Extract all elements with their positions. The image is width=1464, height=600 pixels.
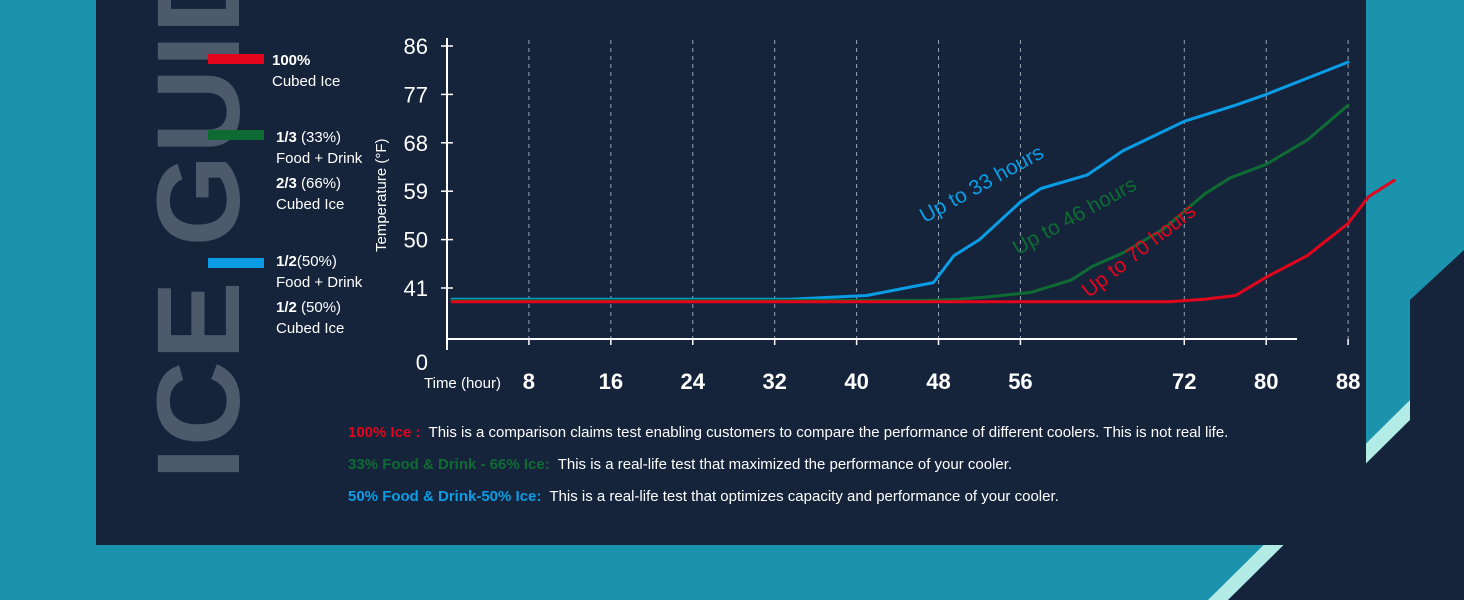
note-blue-tag: 50% Food & Drink-50% Ice: xyxy=(348,488,542,505)
x-tick-label: 16 xyxy=(599,369,623,394)
x-axis-label: Time (hour) xyxy=(424,375,501,392)
note-green: 33% Food & Drink - 66% Ice: This is a rea… xyxy=(348,456,1012,473)
series-line xyxy=(450,60,1350,301)
note-blue-text: This is a real-life test that optimizes … xyxy=(549,488,1059,505)
series-annotation: Up to 46 hours xyxy=(1009,173,1141,260)
series-line xyxy=(450,178,1396,304)
y-tick-label: 0 xyxy=(416,350,428,375)
legend-green-line2: Food + Drink xyxy=(276,150,363,167)
x-tick-label: 48 xyxy=(926,369,950,394)
legend-green-rest-b: (66%) xyxy=(296,175,342,192)
x-tick-label: 8 xyxy=(523,369,535,394)
legend-blue-rest-b: (50%) xyxy=(296,299,342,316)
series-annotation: Up to 33 hours xyxy=(916,141,1048,228)
x-tick-label: 24 xyxy=(681,369,706,394)
legend-swatch-red xyxy=(208,54,264,64)
legend-green-line4: Cubed Ice xyxy=(276,196,345,213)
x-tick-label: 32 xyxy=(762,369,786,394)
x-tick-label: 72 xyxy=(1172,369,1196,394)
legend-swatch-green xyxy=(208,130,264,140)
content-panel xyxy=(96,0,1366,545)
y-tick-label: 59 xyxy=(404,179,428,204)
legend-green-rest: (33%) xyxy=(296,129,342,146)
y-axis-label: Temperature (°F) xyxy=(373,138,390,252)
legend-blue-bold: 1/2 xyxy=(276,253,297,270)
note-ice-tag: 100% Ice : xyxy=(348,424,421,441)
legend-swatch-blue xyxy=(208,258,264,268)
y-tick-label: 86 xyxy=(404,34,428,59)
legend-entry-green: 1/3 (33%) Food + Drink 2/3 (66%) Cubed I… xyxy=(276,127,362,215)
legend-blue-rest: (50%) xyxy=(296,253,337,270)
legend-green-bold: 1/3 xyxy=(276,129,297,146)
x-tick-label: 80 xyxy=(1254,369,1278,394)
y-tick-label: 50 xyxy=(404,228,428,253)
legend-entry-blue: 1/2(50%) Food + Drink 1/2 (50%) Cubed Ic… xyxy=(276,251,362,339)
legend-blue-line2: Food + Drink xyxy=(276,274,363,291)
note-green-text: This is a real-life test that maximized … xyxy=(557,456,1013,473)
x-tick-label: 88 xyxy=(1336,369,1360,394)
legend-ice-bold: 100% xyxy=(272,52,311,69)
legend-green-bold-b: 2/3 xyxy=(276,175,297,192)
x-tick-label: 40 xyxy=(844,369,868,394)
note-green-tag: 33% Food & Drink - 66% Ice: xyxy=(348,456,550,473)
x-tick-label: 56 xyxy=(1008,369,1032,394)
legend-entry-ice: 100% Cubed Ice xyxy=(272,50,340,92)
series-line xyxy=(450,103,1350,302)
y-tick-label: 68 xyxy=(404,131,428,156)
legend-blue-line4: Cubed Ice xyxy=(276,320,345,337)
note-blue: 50% Food & Drink-50% Ice: This is a real-… xyxy=(348,488,1059,505)
legend-ice-line2: Cubed Ice xyxy=(272,73,341,90)
legend-blue-bold-b: 1/2 xyxy=(276,299,297,316)
note-ice: 100% Ice : This is a comparison claims te… xyxy=(348,424,1228,441)
note-ice-text: This is a comparison claims test enablin… xyxy=(428,424,1229,441)
y-tick-label: 41 xyxy=(404,276,428,301)
y-tick-label: 77 xyxy=(404,82,428,107)
